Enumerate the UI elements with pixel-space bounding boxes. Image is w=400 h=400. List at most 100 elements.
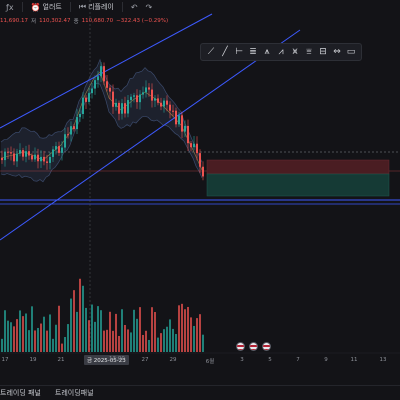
candle-body: [187, 125, 189, 144]
candle-body: [166, 100, 168, 105]
candle-body: [61, 147, 63, 153]
ohlc-legend: 11,690.17 저 110,302.47 종 110,680.70 −322…: [0, 16, 168, 26]
volume-bar: [157, 337, 159, 352]
candle-body: [136, 95, 138, 103]
volume-bar: [7, 320, 9, 352]
candle-body: [163, 100, 165, 107]
candle-body: [25, 151, 27, 157]
volume-bar: [46, 330, 48, 352]
volume-bar: [55, 324, 57, 352]
volume-bar: [127, 329, 129, 352]
undo-icon[interactable]: ↶: [130, 2, 138, 12]
volume-bar: [40, 323, 42, 352]
volume-bar: [100, 310, 102, 352]
volume-bar: [43, 316, 45, 352]
indicator-icon: ƒx: [6, 2, 14, 12]
volume-bar: [130, 332, 132, 352]
alert-label: 얼러트: [42, 3, 62, 11]
time-axis-tick: 3: [240, 357, 244, 363]
candle-body: [37, 154, 39, 162]
replay-button[interactable]: ⏮ 리플레이: [79, 2, 114, 12]
volume-bar: [145, 330, 147, 352]
volume-bar: [70, 298, 72, 352]
volume-bar: [13, 326, 15, 352]
fib-retracement-icon[interactable]: ≣: [249, 47, 257, 57]
change-value: −322.43 (−0.29%): [116, 18, 169, 24]
bollinger-band-fill: [1, 59, 202, 182]
volume-bar: [199, 314, 201, 352]
crosshair-time-label: 13:00: [106, 355, 128, 365]
volume-bar: [109, 311, 111, 352]
candle-body: [193, 143, 195, 148]
elliott-wave-icon[interactable]: ⩙: [292, 47, 298, 57]
volume-bar: [67, 324, 69, 352]
time-axis-tick: 11: [350, 357, 358, 363]
candle-body: [121, 103, 123, 114]
candle-body: [169, 104, 171, 111]
head-shoulders-icon[interactable]: ⩘: [278, 47, 284, 57]
close-label: 종: [73, 19, 79, 25]
candle-body: [13, 153, 15, 162]
time-axis-tick: 9: [324, 357, 328, 363]
volume-bar: [136, 318, 138, 352]
time-axis[interactable]: 금 2025-05-23 13:00 17 19 21 27 29 6월 3 5 7 9 11 13: [0, 355, 400, 367]
candle-body: [139, 94, 141, 103]
volume-bar: [103, 330, 105, 352]
candle-body: [16, 153, 18, 162]
long-position-icon[interactable]: ⩸: [306, 47, 312, 57]
volume-bar: [82, 285, 84, 352]
candle-body: [157, 98, 159, 103]
projection-icon[interactable]: ⊟: [319, 47, 327, 57]
volume-bar: [52, 338, 54, 352]
time-axis-tick: 13: [379, 357, 387, 363]
price-chart[interactable]: [0, 0, 400, 385]
crosshair-time: 13:00: [109, 356, 125, 362]
volume-bar: [37, 327, 39, 352]
volume-bar: [106, 329, 108, 352]
rectangle-icon[interactable]: ▭: [346, 47, 356, 57]
volume-bar: [34, 330, 36, 352]
candle-body: [100, 66, 102, 77]
candle-body: [40, 156, 42, 162]
candle-body: [145, 87, 147, 93]
volume-bar: [202, 334, 204, 352]
volume-bar: [61, 343, 63, 352]
volume-bar: [160, 333, 162, 352]
channel-lower-line: [0, 29, 301, 241]
redo-icon[interactable]: ↷: [145, 2, 153, 12]
brush-icon[interactable]: ⟋: [207, 47, 215, 57]
volume-bar: [154, 312, 156, 352]
date-range-icon[interactable]: ⇔: [333, 47, 341, 57]
close-value: 110,680.70: [81, 18, 114, 24]
bollinger-lower-line: [0, 82, 203, 183]
candle-body: [43, 156, 45, 162]
volume-bar: [181, 303, 183, 352]
volume-bar: [91, 304, 93, 352]
alarm-clock-icon: ⏰: [30, 2, 41, 12]
indicator-button[interactable]: ƒx: [6, 3, 14, 12]
economic-event-flag-icon[interactable]: [249, 342, 258, 351]
trend-line-icon[interactable]: ╱: [222, 47, 228, 57]
economic-event-flag-icon[interactable]: [236, 342, 245, 351]
volume-bar: [196, 318, 198, 352]
take-profit-zone: [206, 173, 390, 197]
volume-bar: [148, 339, 150, 352]
candle-body: [178, 115, 180, 125]
volume-bar: [73, 290, 75, 352]
pattern-icon[interactable]: ⩚: [264, 47, 270, 57]
bottom-tab-1[interactable]: 트레이딩패널: [54, 389, 94, 397]
replay-label: 리플레이: [88, 3, 114, 11]
candle-body: [196, 143, 198, 154]
volume-bar: [190, 317, 192, 352]
replay-icon: ⏮: [78, 2, 87, 11]
bottom-tab-0[interactable]: 트레이딩 패널: [0, 389, 41, 397]
alert-button[interactable]: ⏰ 얼러트: [31, 2, 62, 12]
candle-body: [7, 151, 9, 153]
volume-bar: [22, 316, 24, 352]
economic-event-flag-icon[interactable]: [262, 342, 271, 351]
volume-bar: [88, 320, 90, 352]
horizontal-ray-icon[interactable]: ⊢: [235, 47, 243, 57]
volume-bar: [118, 335, 120, 352]
candle-body: [4, 151, 6, 161]
candle-body: [115, 102, 117, 107]
